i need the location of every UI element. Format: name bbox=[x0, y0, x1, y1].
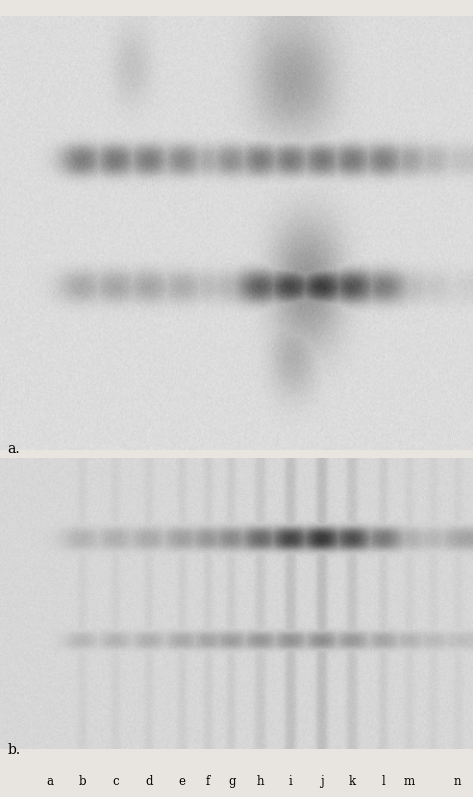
Text: j: j bbox=[320, 481, 324, 493]
Text: h: h bbox=[256, 481, 264, 493]
Text: e: e bbox=[179, 775, 185, 788]
Text: d: d bbox=[145, 775, 153, 788]
Text: m: m bbox=[403, 775, 415, 788]
Text: c: c bbox=[113, 775, 119, 788]
Text: l: l bbox=[381, 481, 385, 493]
Text: a: a bbox=[46, 775, 53, 788]
Text: b: b bbox=[79, 775, 87, 788]
Text: n: n bbox=[454, 775, 462, 788]
Text: i: i bbox=[289, 775, 293, 788]
Text: g: g bbox=[228, 775, 236, 788]
Text: h: h bbox=[256, 775, 264, 788]
Text: c: c bbox=[113, 481, 119, 493]
Text: f: f bbox=[206, 481, 210, 493]
Text: k: k bbox=[349, 775, 356, 788]
Text: k: k bbox=[349, 481, 356, 493]
Text: a.: a. bbox=[7, 442, 20, 456]
Text: j: j bbox=[320, 775, 324, 788]
Text: i: i bbox=[289, 481, 293, 493]
Text: b: b bbox=[79, 481, 87, 493]
Text: b.: b. bbox=[7, 744, 20, 757]
Text: e: e bbox=[179, 481, 185, 493]
Text: l: l bbox=[381, 775, 385, 788]
Text: m: m bbox=[403, 481, 415, 493]
Text: g: g bbox=[228, 481, 236, 493]
Text: n: n bbox=[454, 481, 462, 493]
Text: f: f bbox=[206, 775, 210, 788]
Text: d: d bbox=[145, 481, 153, 493]
Text: a: a bbox=[46, 481, 53, 493]
